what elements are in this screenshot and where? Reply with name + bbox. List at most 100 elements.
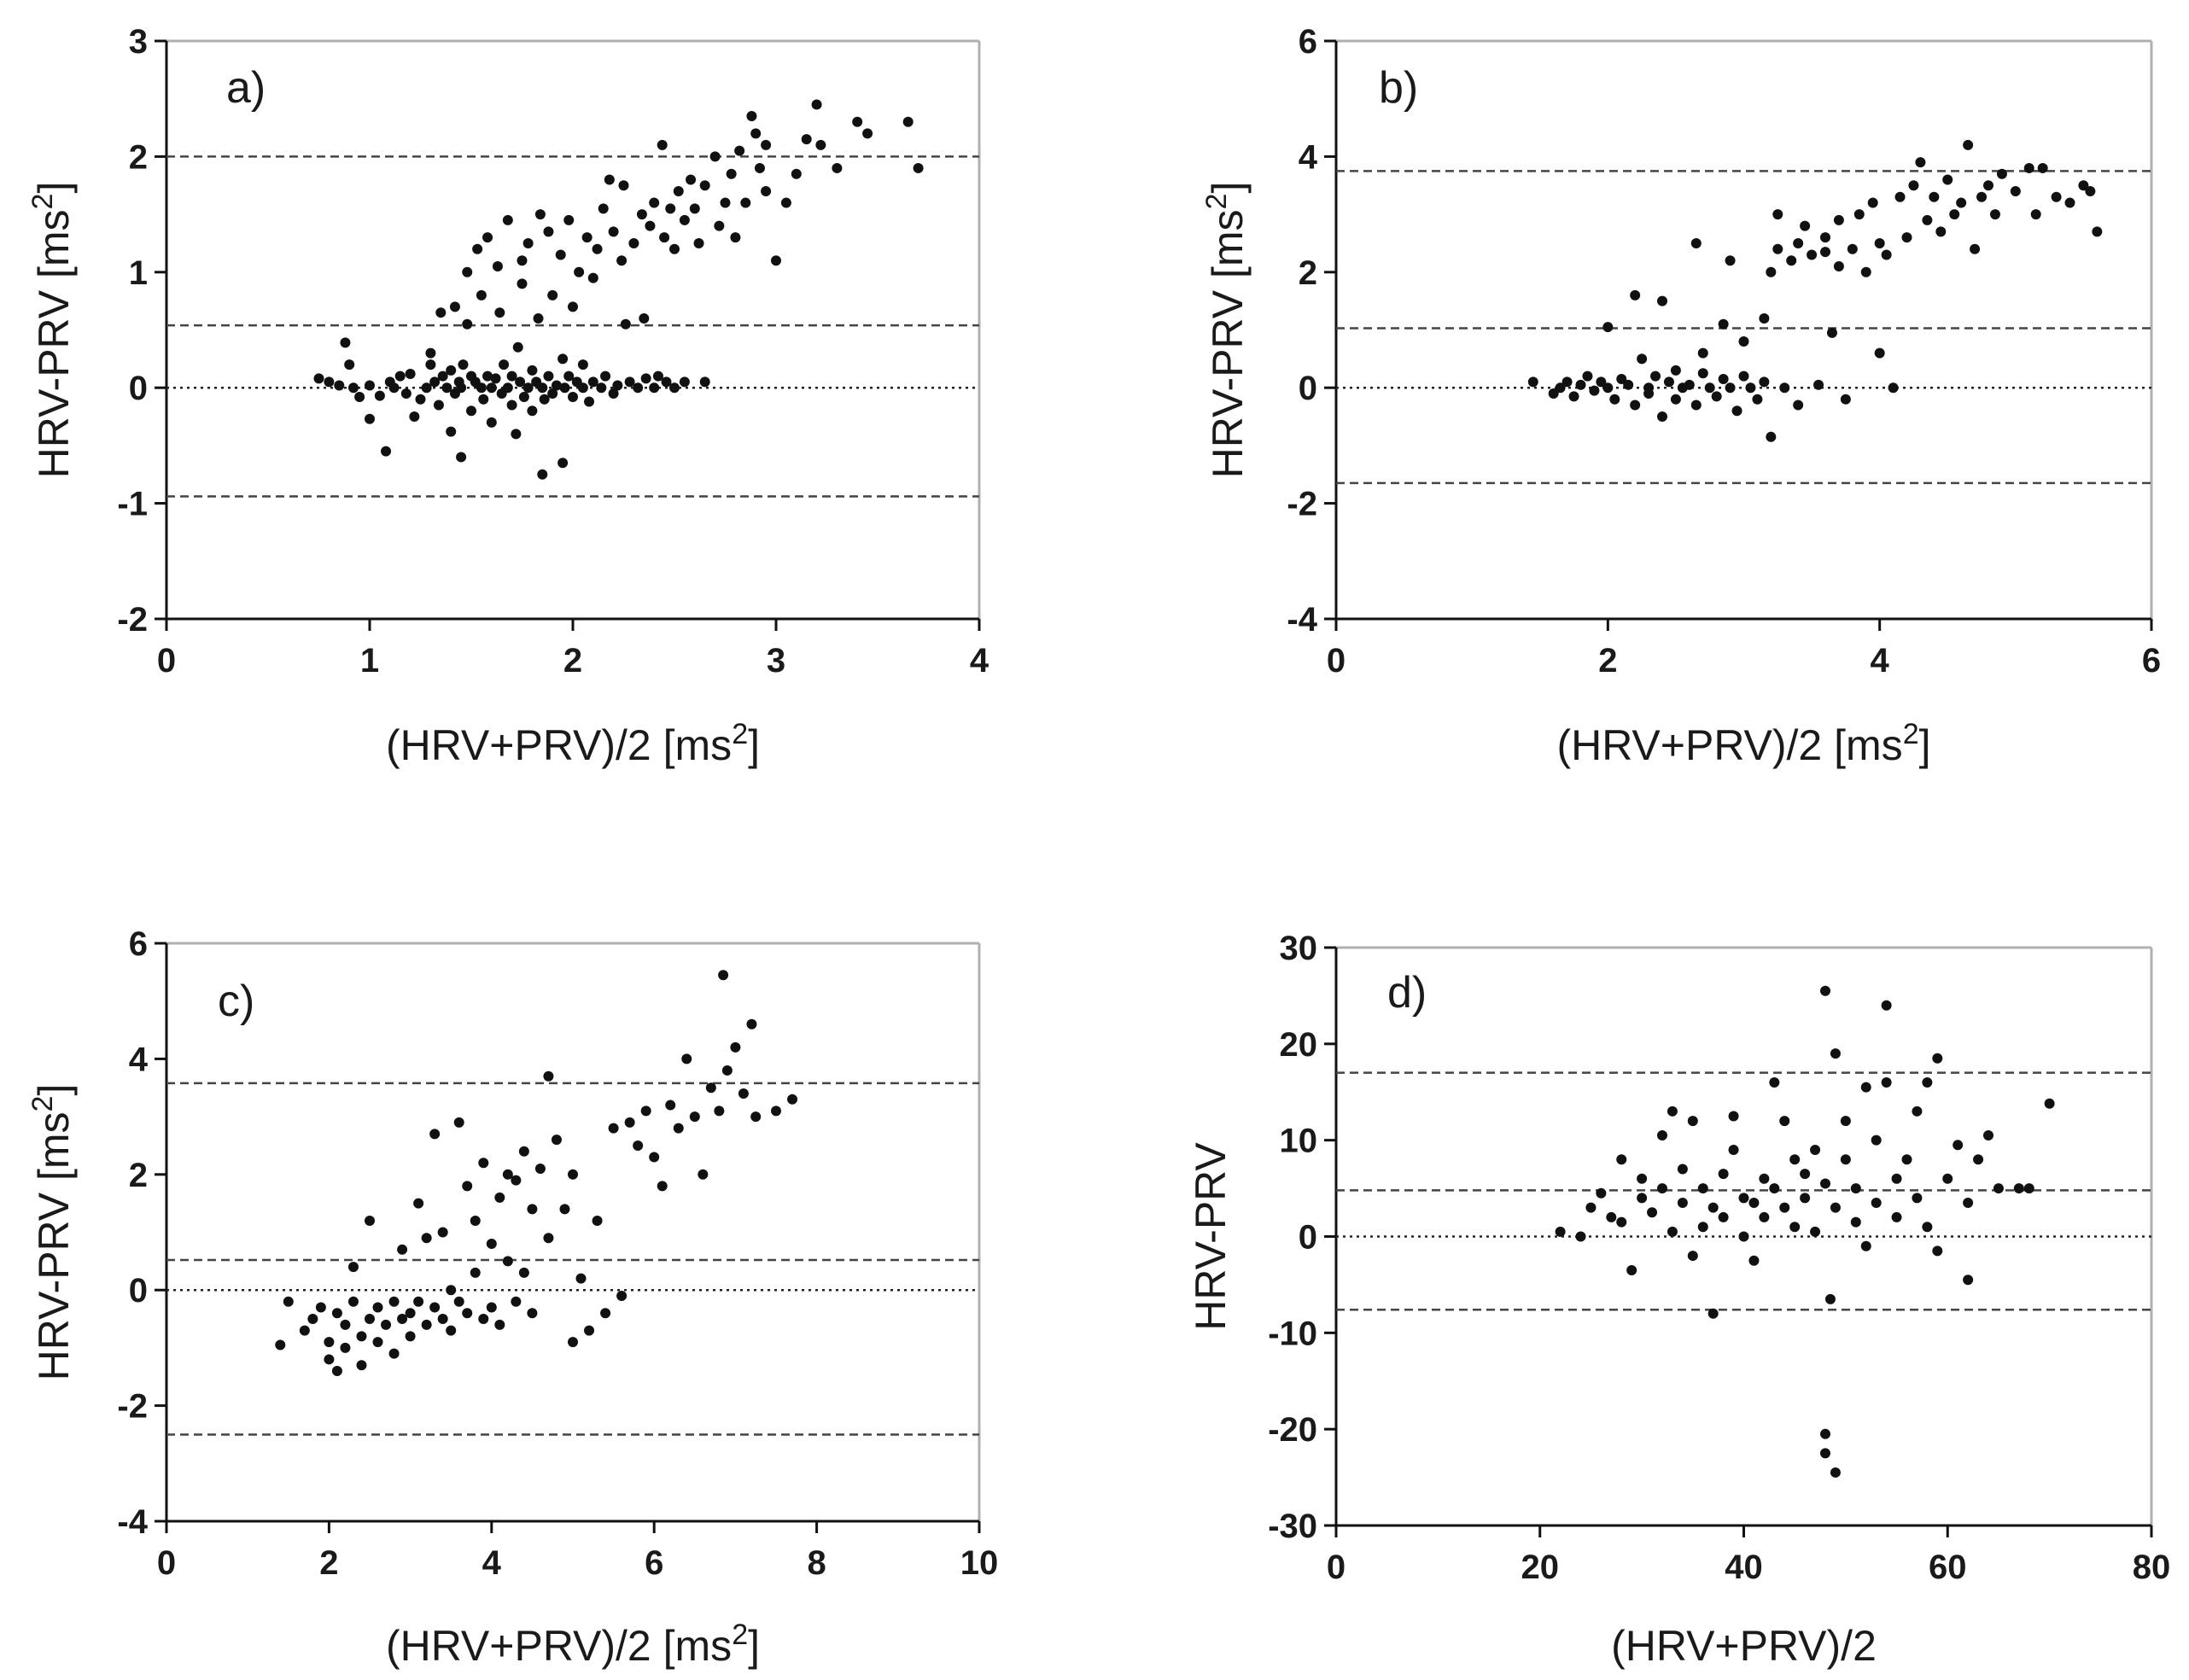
data-point — [738, 1088, 749, 1100]
x-tick-label: 60 — [1929, 1549, 1967, 1586]
data-point — [1996, 168, 2007, 179]
x-axis-title-unit-close: ] — [1919, 721, 1931, 769]
data-point — [649, 197, 660, 208]
data-point — [1779, 1202, 1790, 1213]
data-point — [1657, 411, 1667, 423]
data-point — [584, 396, 595, 407]
data-point — [537, 469, 548, 480]
data-point — [388, 382, 400, 394]
data-point — [1555, 382, 1566, 394]
x-tick-label: 4 — [970, 642, 989, 680]
data-point — [486, 1302, 497, 1313]
data-point — [437, 370, 448, 382]
data-point — [433, 400, 444, 411]
data-point — [584, 1325, 595, 1336]
data-point — [476, 382, 487, 394]
data-point — [462, 1308, 473, 1319]
data-point — [1989, 209, 2000, 220]
data-point — [1647, 1207, 1658, 1218]
data-point — [405, 1331, 416, 1342]
y-axis-title-text: HRV-PRV — [1187, 1142, 1235, 1331]
data-point — [652, 370, 663, 382]
y-tick-label: -2 — [117, 1388, 148, 1426]
data-point — [499, 359, 510, 370]
data-point — [1833, 261, 1844, 272]
data-point — [340, 337, 351, 348]
x-tick-label: 0 — [1327, 1549, 1346, 1586]
data-point — [1684, 379, 1695, 390]
data-point — [600, 1308, 611, 1319]
data-point — [539, 394, 550, 405]
data-point — [574, 266, 585, 277]
data-point — [1738, 336, 1749, 347]
panel-label: d) — [1387, 968, 1427, 1018]
data-point — [1922, 214, 1933, 225]
data-point — [356, 1331, 367, 1342]
data-point — [555, 249, 566, 260]
x-tick-label: 0 — [1327, 642, 1346, 680]
data-point — [543, 226, 554, 237]
data-point — [1942, 174, 1953, 185]
x-tick-label: 2 — [563, 642, 582, 680]
x-tick-label: 6 — [645, 1544, 663, 1582]
data-point — [673, 186, 684, 197]
data-point — [1820, 1428, 1830, 1439]
panel-label: c) — [218, 977, 254, 1026]
data-point — [1807, 249, 1818, 260]
data-point — [537, 382, 548, 394]
y-axis-title-text: HRV-PRV — [30, 1192, 78, 1380]
data-point — [1874, 237, 1885, 248]
data-point — [699, 180, 710, 191]
data-point — [429, 1129, 441, 1140]
data-point — [1993, 1183, 2004, 1194]
data-point — [340, 1342, 351, 1353]
data-point — [740, 197, 751, 208]
data-point — [466, 405, 476, 417]
data-point — [1894, 191, 1906, 202]
data-point — [1800, 1193, 1811, 1204]
data-point — [456, 452, 467, 463]
data-point — [1616, 1154, 1627, 1165]
data-point — [462, 318, 473, 330]
y-tick-label: 30 — [1280, 930, 1318, 967]
data-point — [568, 392, 578, 403]
data-point — [551, 1135, 562, 1146]
data-point — [456, 382, 467, 394]
data-point — [1637, 1193, 1648, 1204]
x-tick-label: 2 — [319, 1544, 338, 1582]
data-point — [372, 1302, 383, 1313]
data-point — [1602, 322, 1614, 333]
data-point — [721, 1065, 733, 1076]
y-axis-title: HRV-PRV [ms2] — [26, 182, 78, 479]
data-point — [568, 1337, 578, 1348]
data-point — [1901, 1154, 1912, 1165]
data-point — [640, 373, 651, 384]
data-point — [608, 1123, 619, 1134]
data-point — [1766, 266, 1777, 277]
data-point — [1983, 180, 1993, 191]
data-point — [275, 1339, 286, 1350]
data-point — [1663, 376, 1674, 388]
data-point — [543, 1070, 554, 1082]
data-point — [1949, 209, 1960, 220]
data-point — [324, 1337, 335, 1348]
data-point — [1867, 197, 1878, 208]
data-point — [1555, 1226, 1566, 1237]
data-point — [1697, 1183, 1708, 1194]
data-point — [1983, 1130, 1993, 1141]
data-point — [543, 1233, 554, 1244]
data-point — [340, 1319, 351, 1330]
data-point — [862, 128, 873, 139]
data-point — [1935, 226, 1947, 237]
data-point — [534, 1164, 546, 1175]
data-point — [1596, 376, 1607, 388]
data-point — [1793, 237, 1804, 248]
data-point — [750, 1111, 762, 1123]
x-tick-label: 40 — [1725, 1549, 1763, 1586]
data-point — [453, 1296, 464, 1307]
x-tick-label: 3 — [767, 642, 785, 680]
data-point — [787, 1094, 798, 1105]
data-point — [693, 237, 704, 248]
